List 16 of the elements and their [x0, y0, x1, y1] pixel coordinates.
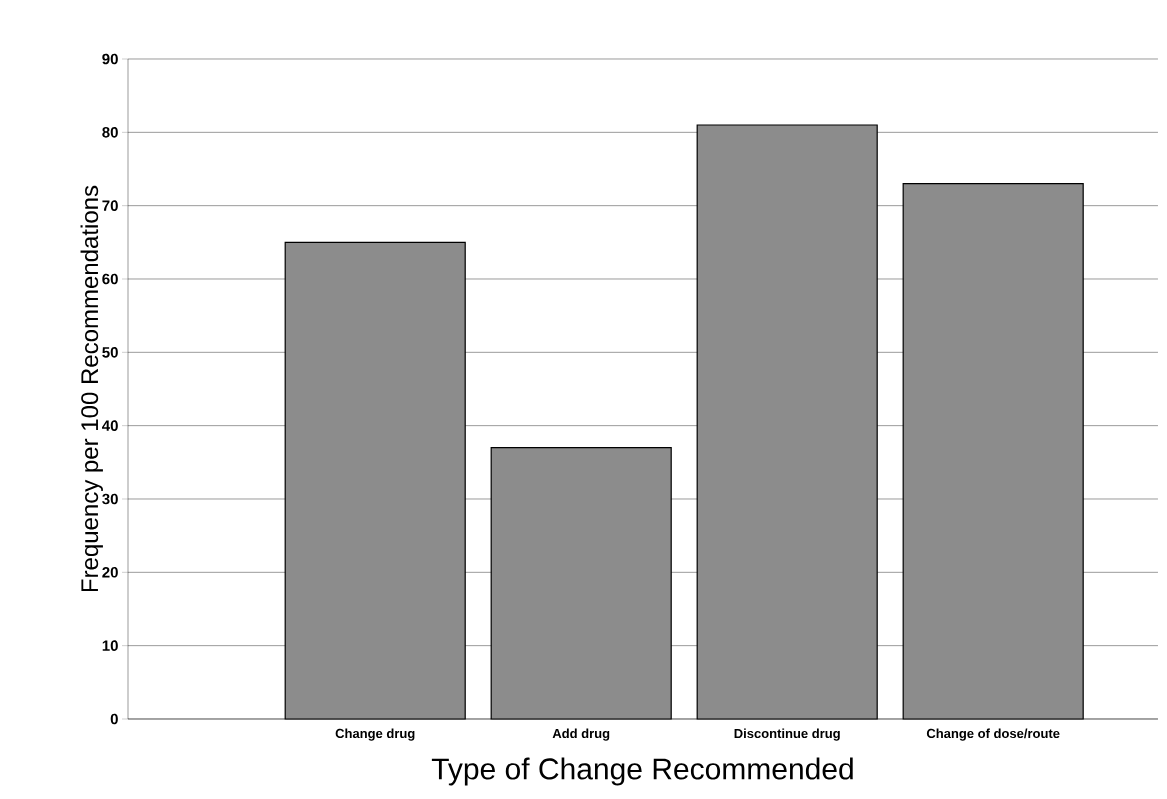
y-tick-label: 20 — [102, 567, 118, 578]
x-tick-label: Change of dose/route — [926, 728, 1060, 741]
y-tick-label: 80 — [102, 127, 118, 138]
x-axis-title: Type of Change Recommended — [431, 757, 853, 786]
y-tick-label: 40 — [102, 420, 118, 431]
y-axis-title: Frequency per 100 Recommendations — [80, 185, 103, 592]
y-tick-label: 60 — [102, 273, 118, 285]
y-tick-label: 10 — [102, 640, 118, 651]
x-tick-label: Discontinue drug — [734, 728, 840, 741]
y-tick-label: 0 — [110, 713, 118, 725]
y-tick-label: 90 — [102, 53, 118, 65]
y-tick-label: 70 — [102, 200, 118, 211]
x-tick-label: Change drug — [335, 728, 415, 741]
y-tick-label: 50 — [102, 347, 118, 358]
y-tick-label: 30 — [102, 493, 118, 505]
x-tick-label: Add drug — [552, 728, 610, 741]
